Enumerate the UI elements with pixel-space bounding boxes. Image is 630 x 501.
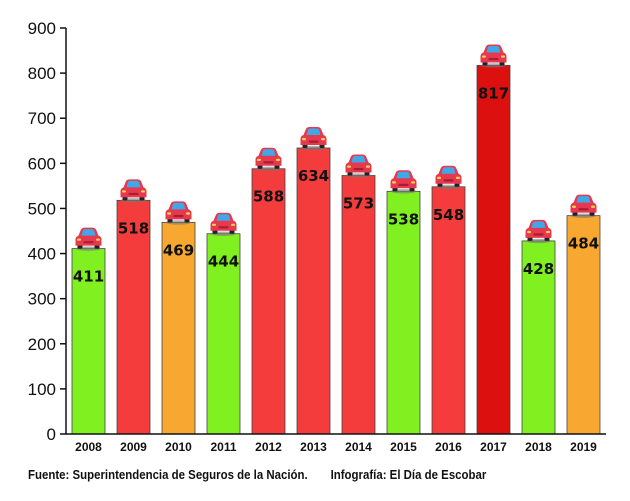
x-tick-label: 2012: [255, 440, 282, 454]
car-icon: [210, 212, 237, 236]
car-icon: [300, 126, 327, 151]
x-tick-label: 2013: [300, 440, 327, 454]
bar-group-2008: 411: [71, 227, 106, 435]
source-note: Fuente: Superintendencia de Seguros de l…: [28, 467, 308, 482]
bar-group-2019: 484: [566, 194, 601, 435]
value-label: 817: [478, 84, 509, 102]
y-tick-label: 0: [47, 425, 56, 444]
y-tick-label: 300: [28, 290, 56, 309]
value-label: 428: [523, 260, 554, 278]
bar-2008: [71, 248, 106, 435]
bar-2014: [341, 175, 376, 435]
bar-group-2016: 548: [431, 165, 466, 435]
value-label: 444: [208, 253, 239, 271]
y-tick-label: 700: [28, 109, 56, 128]
car-icon: [120, 179, 147, 203]
value-label: 469: [163, 241, 194, 259]
credit-note: Infografía: El Día de Escobar: [330, 467, 487, 482]
bar-2015: [386, 190, 421, 435]
x-tick-label: 2018: [525, 440, 552, 454]
value-label: 548: [433, 206, 464, 224]
x-tick-label: 2015: [390, 440, 417, 454]
car-icon: [480, 44, 507, 68]
x-axis: 2008 2009 2010 2011 2012 2013 2014 2015 2016 2017…: [66, 433, 606, 454]
bar-group-2009: 518: [116, 179, 151, 435]
bar-2010: [161, 222, 196, 435]
x-tick-label: 2010: [165, 440, 192, 454]
bar-2012: [251, 168, 286, 435]
x-tick-label: 2019: [570, 440, 597, 454]
x-tick-label: 2016: [435, 440, 462, 454]
value-label: 411: [73, 268, 104, 286]
x-tick-label: 2008: [75, 440, 102, 454]
y-tick-label: 400: [28, 245, 56, 264]
car-icon: [570, 194, 597, 218]
bar-group-2013: 634: [296, 126, 331, 435]
car-icon: [345, 154, 372, 178]
x-tick-label: 2017: [480, 440, 507, 454]
value-label: 573: [343, 195, 374, 213]
x-tick-label: 2014: [345, 440, 372, 454]
bars: 411 518 469 444 588 634 573 538 548 817 428 484: [71, 44, 601, 435]
car-icon: [435, 165, 462, 189]
x-tick-label: 2009: [120, 440, 147, 454]
y-tick-label: 100: [28, 380, 56, 399]
bar-group-2014: 573: [341, 154, 376, 435]
bar-group-2011: 444: [206, 212, 241, 435]
x-tick-label: 2011: [210, 440, 236, 454]
value-label: 538: [388, 210, 419, 228]
y-tick-label: 800: [28, 64, 56, 83]
car-icon: [390, 170, 417, 194]
y-tick-label: 200: [28, 335, 56, 354]
y-tick-label: 600: [28, 154, 56, 173]
car-icon: [525, 219, 552, 244]
bar-group-2017: 817: [476, 44, 511, 435]
y-axis: 0 100 200 300 400 500 600 700 800 900: [28, 19, 67, 444]
bar-group-2018: 428: [521, 219, 556, 435]
value-label: 588: [253, 188, 284, 206]
bar-2017: [476, 65, 511, 435]
bar-2013: [296, 147, 331, 435]
bar-group-2015: 538: [386, 170, 421, 435]
value-label: 634: [298, 167, 329, 185]
bar-chart: 0 100 200 300 400 500 600 700 800 900 411 518 469 44…: [28, 19, 606, 454]
bar-2016: [431, 186, 466, 435]
bar-group-2012: 588: [251, 147, 286, 435]
car-icon: [75, 227, 102, 251]
bar-group-2010: 469: [161, 201, 196, 435]
value-label: 518: [118, 219, 149, 237]
car-icon: [165, 201, 192, 225]
y-tick-label: 900: [28, 19, 56, 38]
y-tick-label: 500: [28, 199, 56, 218]
bar-2009: [116, 199, 151, 435]
footer: Fuente: Superintendencia de Seguros de l…: [28, 467, 556, 489]
value-label: 484: [568, 235, 599, 253]
car-icon: [255, 147, 282, 171]
bar-2011: [206, 233, 241, 435]
